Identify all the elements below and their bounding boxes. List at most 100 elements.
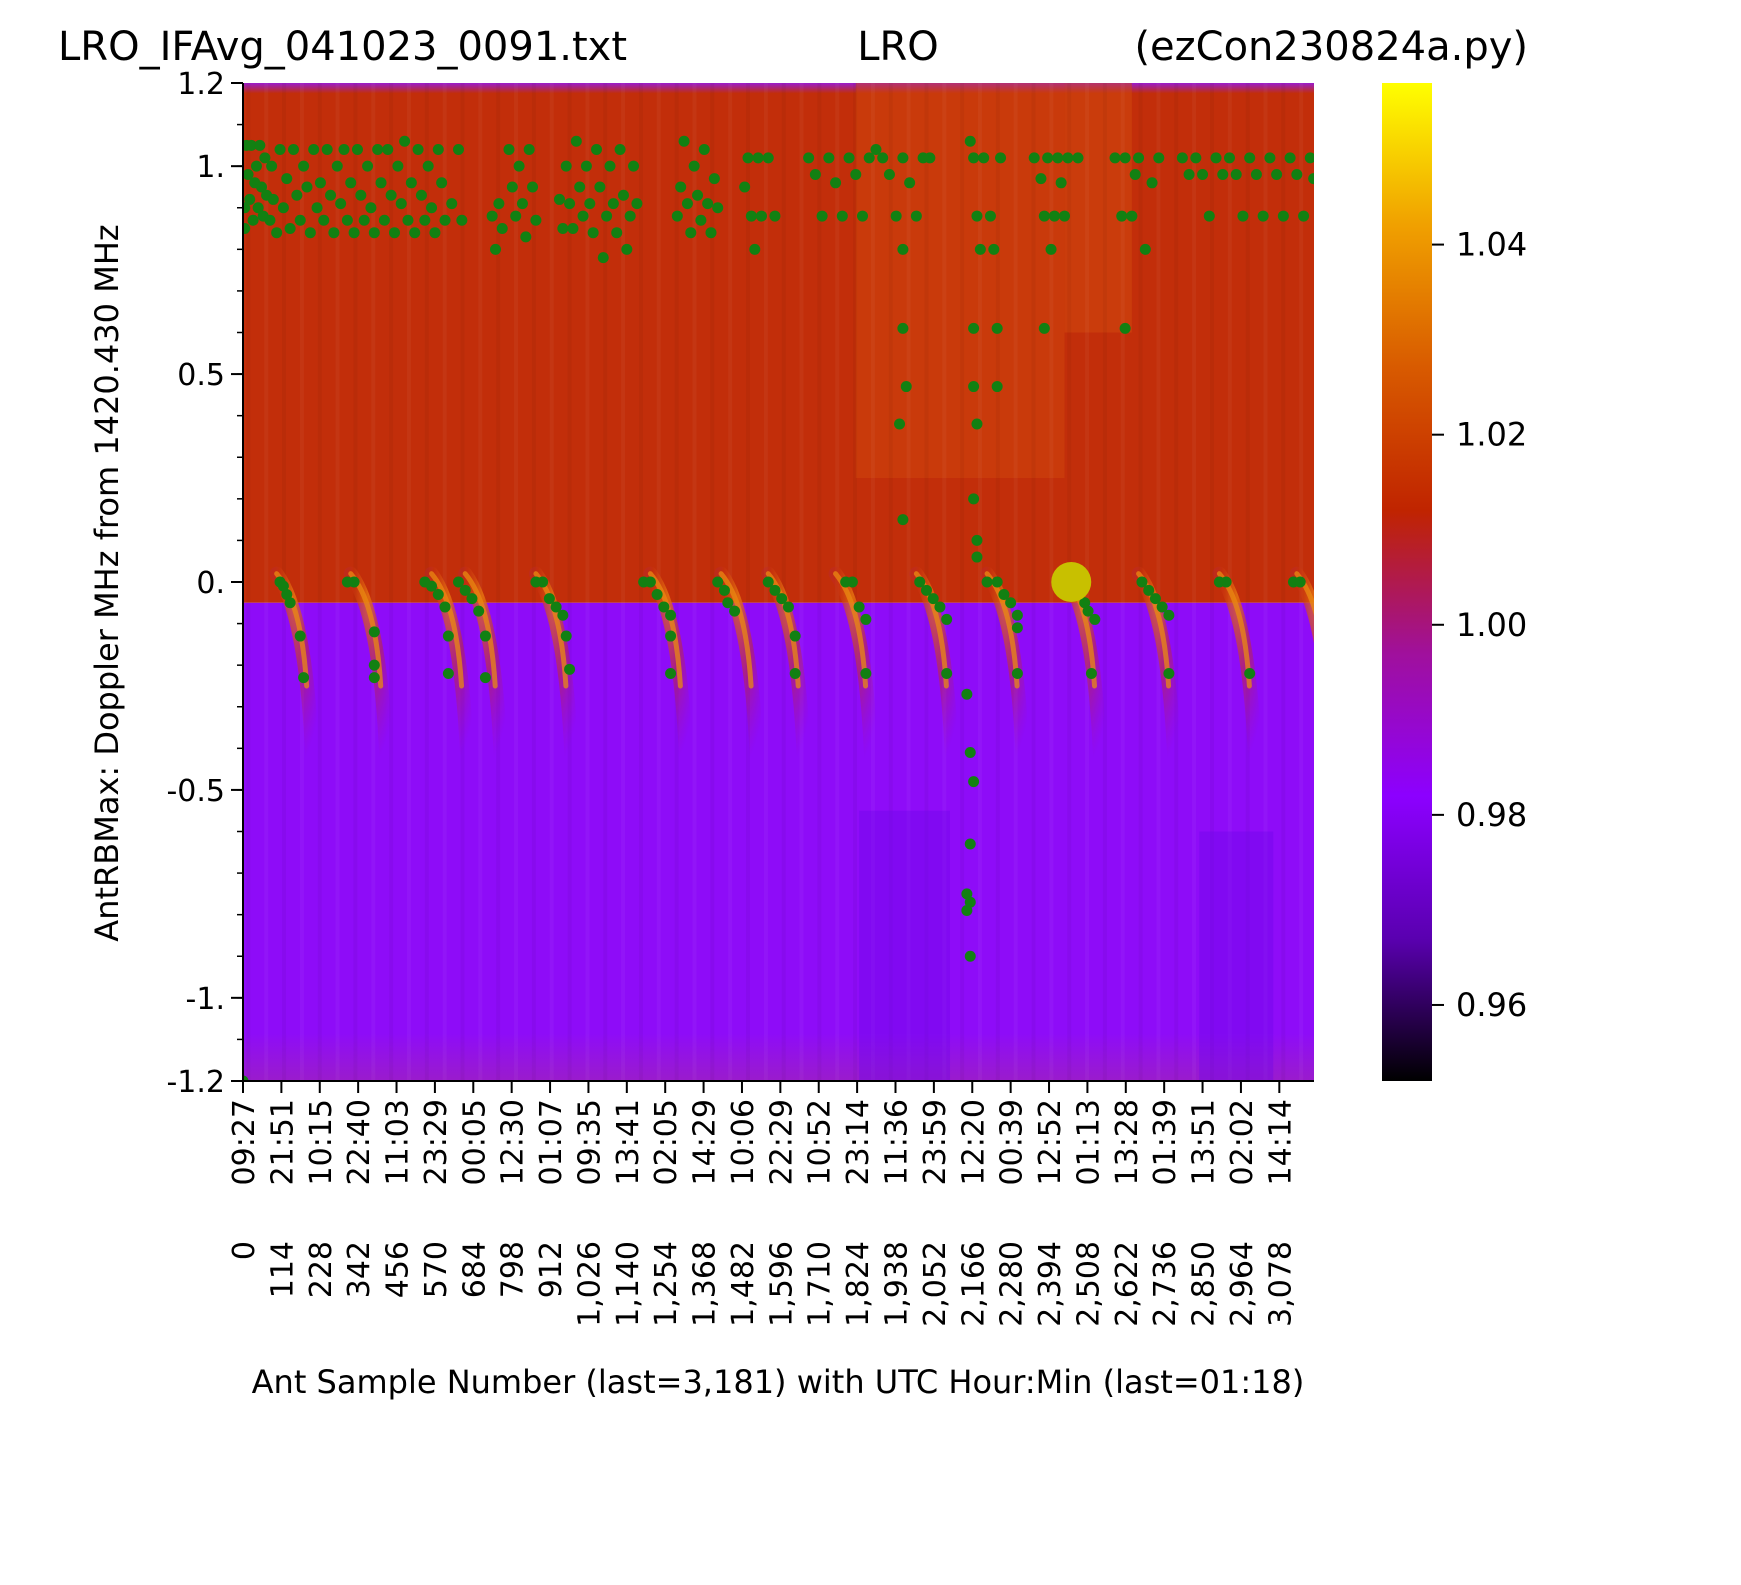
rbmax-point (718, 584, 730, 596)
rbmax-point (365, 202, 377, 214)
colorbar-tick-label: 0.96 (1456, 986, 1527, 1024)
rbmax-point (314, 177, 326, 189)
rbmax-point (776, 593, 788, 605)
rbmax-point (564, 663, 576, 675)
rbmax-point (557, 223, 569, 235)
max-marker (1051, 562, 1092, 602)
rbmax-point (284, 223, 296, 235)
rbmax-point (446, 198, 458, 210)
rbmax-point (920, 584, 932, 596)
rbmax-point (432, 588, 444, 600)
rbmax-point (1217, 168, 1229, 180)
rbmax-point (550, 601, 562, 613)
rbmax-point (341, 214, 353, 226)
rbmax-point (998, 588, 1010, 600)
rbmax-point (830, 177, 842, 189)
rbmax-point (900, 381, 912, 393)
rbmax-point (816, 210, 828, 222)
y-tick-label: 0. (196, 566, 225, 601)
rbmax-point (1011, 622, 1023, 634)
rbmax-point (995, 152, 1007, 164)
rbmax-point (452, 144, 464, 156)
x-tick-time: 01:39 (1148, 1099, 1183, 1185)
rbmax-point (564, 198, 576, 210)
colorbar-scale (1382, 83, 1432, 1081)
rbmax-point (348, 227, 360, 239)
heatmap-stripe (406, 83, 411, 1081)
x-tick-label: 2,964 (1225, 1241, 1260, 1327)
rbmax-point (692, 189, 704, 201)
rbmax-point (247, 214, 259, 226)
rbmax-point (277, 580, 289, 592)
rbmax-point (537, 576, 549, 588)
rbmax-point (877, 152, 889, 164)
rbmax-point (294, 214, 306, 226)
rbmax-point (644, 576, 656, 588)
doppler-trail-core (833, 571, 869, 689)
rbmax-point (1271, 168, 1283, 180)
rbmax-point (971, 418, 983, 430)
x-tick-time: 13:51 (1187, 1099, 1222, 1185)
x-tick-time: 21:51 (265, 1099, 300, 1185)
heatmap-stripe (746, 83, 751, 1081)
x-tick-time: 00:05 (457, 1099, 492, 1185)
heatmap-upper-band (243, 83, 1314, 603)
rbmax-point (1052, 152, 1064, 164)
rbmax-point (368, 227, 380, 239)
heatmap-stripe (942, 83, 947, 1081)
rbmax-point (426, 580, 438, 592)
colorbar-ticks: 0.96 0.98 1.00 1.02 1.04 (1432, 226, 1527, 1024)
doppler-trail-core (429, 571, 465, 689)
rbmax-point (503, 144, 515, 156)
y-tick-label: 1. (196, 150, 225, 185)
x-tick-label: 342 (342, 1241, 377, 1298)
rbmax-point (971, 551, 983, 563)
rbmax-point (584, 198, 596, 210)
heatmap-stripe (496, 83, 501, 1081)
rbmax-point (325, 189, 337, 201)
rbmax-point (577, 210, 589, 222)
rbmax-point (752, 152, 764, 164)
heatmap-stripe (906, 83, 911, 1081)
x-tick-time: 09:27 (227, 1099, 262, 1185)
x-tick-time: 13:28 (1110, 1099, 1145, 1185)
y-tick-label: -1. (186, 982, 225, 1017)
x-tick-label: 2,736 (1148, 1241, 1183, 1327)
rbmax-point (1203, 210, 1215, 222)
rbmax-point (897, 322, 909, 334)
colorbar-tick-label: 0.98 (1456, 796, 1527, 834)
heatmap-stripe (389, 83, 394, 1081)
x-tick-time: 14:14 (1263, 1099, 1298, 1185)
rbmax-point (358, 214, 370, 226)
x-tick-label: 2,166 (956, 1241, 991, 1327)
rbmax-point (523, 144, 535, 156)
x-tick-label: 1,710 (803, 1241, 838, 1327)
rbmax-point (621, 243, 633, 255)
x-tick-label: 2,508 (1071, 1241, 1106, 1327)
rbmax-point (419, 214, 431, 226)
x-tick-label: 1,482 (726, 1241, 761, 1327)
rbmax-point (543, 593, 555, 605)
rbmax-point (964, 896, 976, 908)
colorbar-tick-label: 1.04 (1456, 226, 1527, 264)
rbmax-point (256, 181, 268, 193)
rbmax-point (698, 144, 710, 156)
rbmax-point (252, 202, 264, 214)
rbmax-point (277, 202, 289, 214)
heatmap-stripe (1156, 83, 1161, 1081)
rbmax-point (941, 613, 953, 625)
rbmax-point (456, 214, 468, 226)
rbmax-point (883, 168, 895, 180)
rbmax-point (1190, 152, 1202, 164)
rbmax-point (617, 189, 629, 201)
rbmax-point (964, 135, 976, 147)
heatmap-stripe (478, 83, 483, 1081)
colorbar: 0.96 0.98 1.00 1.02 1.04 (1382, 83, 1527, 1081)
rbmax-point (685, 227, 697, 239)
rbmax-point (318, 214, 330, 226)
rbmax-point (974, 243, 986, 255)
x-tick-time: 23:59 (918, 1099, 953, 1185)
rbmax-point (291, 189, 303, 201)
rbmax-point (897, 152, 909, 164)
rbmax-point (601, 210, 613, 222)
